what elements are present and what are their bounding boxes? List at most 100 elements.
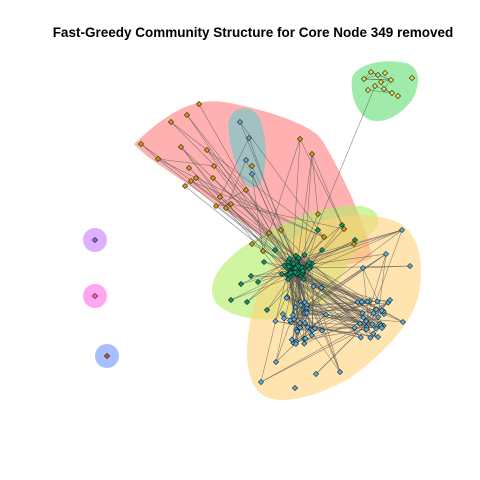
network-edge — [251, 173, 291, 259]
network-node-green-small — [371, 82, 379, 90]
community-hulls — [83, 61, 421, 400]
network-node-orange — [318, 327, 325, 334]
network-node-lime — [271, 246, 279, 254]
network-node-lime — [247, 272, 255, 280]
network-node-green-small — [381, 69, 389, 77]
network-node-green-small — [380, 85, 388, 93]
network-node-orange — [283, 294, 290, 301]
network-node-orange — [357, 334, 364, 341]
network-node-red — [222, 204, 230, 212]
network-edge — [180, 146, 270, 234]
network-node-orange — [272, 318, 279, 325]
network-edge — [268, 232, 310, 269]
network-node-lime — [300, 276, 307, 283]
network-edge — [291, 138, 301, 267]
network-edge — [367, 89, 393, 94]
network-node-lime — [237, 280, 245, 288]
network-edge — [293, 300, 370, 344]
network-edge — [370, 71, 392, 81]
network-node-lime — [306, 259, 313, 266]
network-node-orange — [378, 307, 385, 314]
network-edge — [311, 153, 345, 230]
network-node-green-small — [364, 86, 372, 94]
network-edge — [260, 266, 290, 383]
network-edge — [312, 327, 355, 331]
network-node-orange — [398, 226, 406, 234]
network-edge — [230, 203, 345, 230]
network-node-teal — [245, 134, 253, 142]
network-node-orange — [363, 326, 370, 333]
network-node-orange — [304, 324, 311, 331]
network-node-orange — [257, 378, 265, 386]
network-node-orange — [291, 384, 299, 392]
network-node-orange — [318, 284, 325, 291]
hull-teal — [228, 108, 266, 188]
network-node-red — [203, 146, 211, 154]
network-edge — [180, 146, 221, 198]
network-node-lime — [260, 258, 268, 266]
network-node-green-small — [408, 74, 416, 82]
network-node-orange — [356, 320, 364, 327]
network-edge — [170, 121, 208, 151]
network-node-red — [265, 229, 273, 237]
network-node-teal — [242, 156, 250, 164]
network-edge — [288, 278, 361, 338]
network-edge — [275, 314, 327, 363]
network-node-orange — [375, 314, 382, 321]
network-edge — [296, 153, 313, 271]
network-node-red — [137, 140, 145, 148]
network-edge — [299, 85, 376, 270]
network-edge — [295, 265, 411, 269]
network-node-orange — [336, 368, 344, 376]
network-edge — [365, 253, 387, 322]
network-edge — [240, 254, 305, 285]
network-node-orange — [281, 315, 288, 322]
network-edge — [306, 253, 387, 306]
network-edge — [188, 167, 295, 268]
network-node-green-small — [374, 71, 382, 79]
network-node-lime — [301, 251, 308, 258]
network-node-lime — [254, 278, 262, 286]
network-edge — [295, 267, 381, 324]
network-node-orange — [378, 324, 385, 331]
network-nodes — [91, 68, 416, 392]
network-node-orange — [373, 306, 380, 313]
network-edge — [304, 317, 364, 344]
network-edge — [206, 149, 325, 238]
network-node-red — [314, 210, 322, 218]
network-node-green-small — [367, 68, 375, 76]
network-edge — [225, 207, 283, 275]
network-node-orange — [310, 283, 317, 290]
network-edge — [311, 153, 319, 215]
network-node-orange — [297, 320, 304, 327]
network-edge — [257, 258, 290, 283]
network-node-orange — [406, 262, 414, 270]
network-node-green-small — [377, 78, 385, 86]
network-node-orange — [364, 298, 371, 305]
network-node-orange — [370, 310, 377, 317]
network-node-orange — [272, 358, 280, 366]
network-node-orange — [311, 325, 318, 332]
network-node-orange — [288, 336, 295, 343]
network-node-orange — [363, 318, 370, 325]
network-node-red — [154, 155, 162, 163]
network-edge — [315, 302, 389, 375]
network-node-orange — [322, 311, 330, 318]
network-edge — [310, 301, 368, 330]
network-edge — [260, 316, 379, 383]
network-node-red — [210, 162, 218, 170]
network-edge — [157, 158, 215, 167]
network-node-red — [308, 150, 316, 158]
network-node-orange — [382, 250, 390, 258]
network-node-red — [183, 111, 191, 119]
network-node-red — [195, 100, 203, 108]
network-node-orange — [351, 324, 358, 331]
network-edge — [239, 121, 325, 238]
network-node-orange — [360, 314, 367, 321]
network-edge — [292, 272, 370, 302]
network-node-lime — [243, 298, 251, 306]
network-node-orange — [287, 317, 294, 324]
network-node-red — [181, 182, 189, 190]
network-edge — [186, 114, 247, 191]
network-edge — [140, 143, 159, 160]
